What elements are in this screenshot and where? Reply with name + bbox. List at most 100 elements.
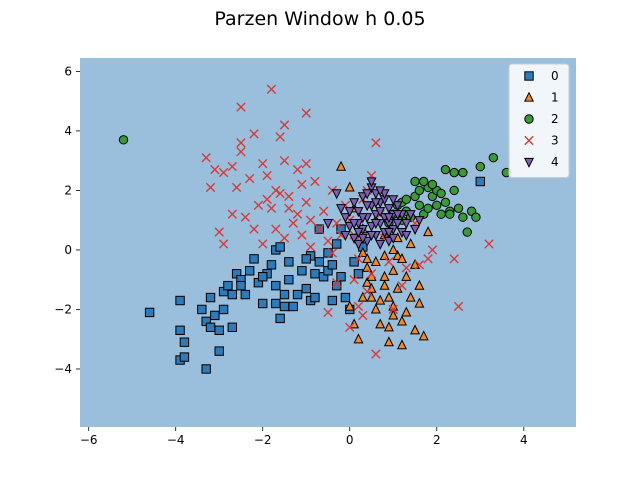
data-point-class-4 — [383, 213, 394, 224]
data-point-class-3 — [358, 310, 368, 321]
data-point-class-0 — [336, 272, 346, 282]
y-tick-label: 2 — [64, 183, 72, 197]
data-point-class-3 — [371, 349, 381, 359]
data-point-class-0 — [297, 266, 307, 276]
x-tick-label: 0 — [346, 433, 354, 447]
data-point-class-1 — [405, 291, 416, 302]
data-point-class-1 — [383, 336, 394, 347]
data-point-class-4 — [375, 207, 386, 218]
legend-label-1: 1 — [551, 91, 559, 105]
axes: −6 −4 −2 0 2 4 −4 −2 0 2 4 6 — [54, 64, 527, 447]
data-point-class-0 — [179, 337, 190, 347]
data-point-class-3 — [484, 239, 494, 249]
data-point-class-0 — [205, 322, 216, 333]
x-tick-label: −2 — [254, 433, 272, 447]
data-point-class-0 — [301, 254, 311, 264]
data-point-class-2 — [449, 185, 459, 196]
legend-label-3: 3 — [551, 134, 559, 148]
data-point-class-1 — [405, 238, 416, 249]
data-point-class-4 — [344, 222, 355, 233]
data-point-class-3 — [301, 158, 311, 169]
data-point-class-1 — [383, 321, 394, 332]
data-point-class-0 — [175, 295, 185, 306]
data-point-class-4 — [366, 230, 377, 241]
data-point-class-3 — [423, 254, 433, 264]
data-point-class-0 — [314, 257, 324, 267]
x-tick-label: −4 — [167, 433, 185, 447]
data-point-class-3 — [227, 209, 237, 219]
data-point-class-2 — [401, 194, 412, 205]
data-point-class-1 — [379, 270, 390, 281]
data-point-class-1 — [396, 315, 407, 326]
data-point-class-3 — [271, 185, 281, 196]
data-point-class-3 — [279, 233, 290, 243]
data-point-class-1 — [396, 339, 407, 350]
y-tick-label: 0 — [64, 243, 72, 257]
data-point-class-0 — [197, 304, 207, 315]
data-point-class-0 — [244, 266, 255, 276]
data-point-class-3 — [297, 179, 307, 190]
data-point-class-1 — [383, 291, 394, 302]
data-point-class-4 — [353, 239, 364, 250]
data-point-class-0 — [292, 289, 303, 300]
data-point-class-3 — [314, 224, 324, 234]
data-point-class-3 — [353, 301, 364, 312]
data-point-class-4 — [375, 186, 386, 197]
data-point-class-1 — [388, 244, 399, 255]
data-point-class-3 — [301, 197, 311, 208]
data-point-class-3 — [262, 170, 272, 181]
data-point-class-3 — [292, 164, 303, 175]
data-point-class-0 — [288, 301, 298, 312]
data-point-class-0 — [323, 248, 333, 258]
data-point-class-1 — [423, 226, 434, 237]
decision-region-background — [80, 58, 576, 427]
data-point-class-4 — [392, 201, 403, 212]
data-point-class-3 — [332, 277, 342, 288]
data-point-class-3 — [327, 248, 338, 258]
data-point-class-3 — [210, 164, 220, 175]
data-point-class-0 — [201, 364, 211, 374]
data-point-class-1 — [362, 261, 373, 272]
data-point-class-0 — [271, 280, 281, 291]
data-point-class-0 — [175, 325, 185, 335]
data-point-class-4 — [379, 189, 390, 200]
data-point-class-0 — [227, 289, 237, 300]
data-point-class-3 — [258, 239, 268, 249]
data-point-class-2 — [414, 185, 425, 196]
series-2 — [118, 135, 512, 237]
chart-title: Parzen Window h 0.05 — [214, 8, 425, 30]
data-point-class-2 — [414, 200, 425, 211]
data-point-class-3 — [345, 322, 355, 333]
data-point-class-3 — [427, 245, 438, 255]
data-point-class-1 — [414, 279, 425, 290]
data-point-class-4 — [349, 198, 360, 209]
data-point-class-3 — [401, 263, 412, 273]
data-point-class-2 — [427, 179, 438, 190]
data-point-class-0 — [279, 301, 290, 312]
data-point-class-4 — [362, 201, 373, 212]
data-point-class-2 — [432, 200, 442, 211]
data-point-class-3 — [253, 200, 264, 210]
data-point-class-2 — [458, 212, 468, 222]
data-point-class-3 — [366, 269, 377, 279]
data-point-class-3 — [201, 152, 211, 163]
data-point-class-4 — [340, 213, 351, 224]
data-point-class-4 — [357, 213, 368, 224]
legend-marker-2 — [524, 114, 534, 124]
data-point-class-3 — [384, 257, 394, 267]
data-point-class-0 — [284, 274, 294, 285]
data-point-class-4 — [353, 207, 364, 218]
data-point-class-2 — [410, 176, 420, 187]
data-point-class-1 — [357, 291, 368, 302]
data-point-class-2 — [436, 209, 446, 219]
data-point-class-4 — [370, 189, 381, 200]
legend-marker-1 — [523, 91, 535, 102]
data-point-class-0 — [236, 280, 246, 291]
data-point-class-1 — [410, 324, 421, 335]
data-point-class-4 — [370, 210, 381, 221]
data-point-class-0 — [310, 269, 320, 279]
data-point-class-1 — [375, 294, 386, 305]
data-point-class-1 — [366, 291, 377, 302]
data-point-class-3 — [218, 239, 229, 249]
